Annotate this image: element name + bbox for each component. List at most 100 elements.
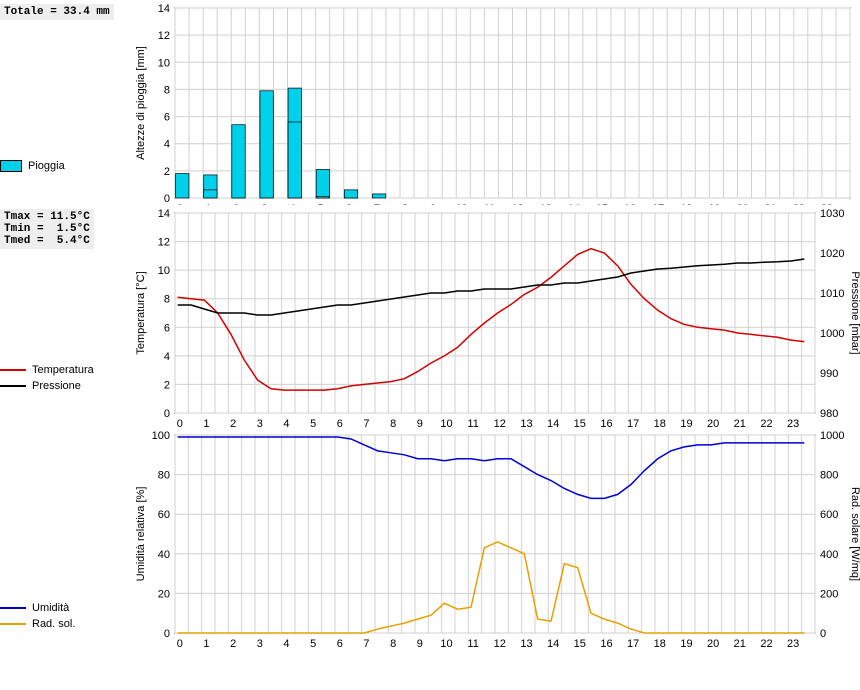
- svg-text:13: 13: [520, 638, 532, 650]
- svg-text:20: 20: [158, 588, 170, 600]
- svg-text:Rad. solare [W/mq]: Rad. solare [W/mq]: [849, 487, 860, 581]
- rain-total-box: Totale = 33.4 mm: [0, 4, 114, 20]
- svg-text:12: 12: [494, 418, 506, 430]
- svg-text:990: 990: [820, 368, 838, 380]
- svg-text:60: 60: [158, 509, 170, 521]
- svg-text:600: 600: [820, 509, 838, 521]
- svg-text:12: 12: [494, 638, 506, 650]
- svg-text:18: 18: [654, 418, 666, 430]
- svg-text:2: 2: [164, 166, 170, 178]
- legend-line: [0, 607, 26, 609]
- svg-text:7: 7: [363, 638, 369, 650]
- svg-text:16: 16: [600, 638, 612, 650]
- svg-text:1010: 1010: [820, 288, 844, 300]
- svg-text:7: 7: [363, 418, 369, 430]
- legend-line: [0, 369, 26, 371]
- svg-text:10: 10: [158, 265, 170, 277]
- svg-text:Umidità relativa [%]: Umidità relativa [%]: [135, 487, 147, 582]
- panel-rain: Totale = 33.4 mm Pioggia 012345678910111…: [0, 0, 860, 205]
- svg-text:80: 80: [158, 470, 170, 482]
- svg-text:8: 8: [390, 418, 396, 430]
- panel-temp-press: Tmax = 11.5°C Tmin = 1.5°C Tmed = 5.4°C …: [0, 205, 860, 430]
- svg-text:8: 8: [390, 638, 396, 650]
- svg-text:11: 11: [467, 638, 478, 650]
- svg-text:200: 200: [820, 588, 838, 600]
- svg-text:1000: 1000: [820, 328, 844, 340]
- temp-stats-box: Tmax = 11.5°C Tmin = 1.5°C Tmed = 5.4°C: [0, 209, 94, 249]
- svg-text:19: 19: [680, 638, 692, 650]
- legend-rain-label: Pioggia: [28, 160, 65, 172]
- legend-item: Temperatura: [0, 364, 130, 376]
- svg-text:6: 6: [164, 322, 170, 334]
- svg-text:Altezze di pioggia [mm]: Altezze di pioggia [mm]: [135, 46, 147, 160]
- legend-item: Rad. sol.: [0, 618, 130, 630]
- svg-text:1: 1: [203, 418, 209, 430]
- svg-text:16: 16: [600, 418, 612, 430]
- svg-text:12: 12: [158, 30, 170, 42]
- svg-text:8: 8: [164, 84, 170, 96]
- svg-text:9: 9: [417, 418, 423, 430]
- svg-text:21: 21: [734, 638, 746, 650]
- legend-item: Umidità: [0, 602, 130, 614]
- svg-text:2: 2: [164, 379, 170, 391]
- svg-text:20: 20: [707, 638, 719, 650]
- svg-text:1000: 1000: [820, 430, 844, 442]
- svg-text:Temperatura [°C]: Temperatura [°C]: [135, 271, 147, 354]
- svg-text:22: 22: [760, 638, 772, 650]
- svg-text:4: 4: [164, 139, 170, 151]
- svg-text:980: 980: [820, 408, 838, 420]
- svg-text:100: 100: [152, 430, 170, 442]
- svg-text:20: 20: [707, 418, 719, 430]
- svg-text:10: 10: [440, 418, 452, 430]
- svg-text:8: 8: [164, 294, 170, 306]
- svg-text:14: 14: [158, 208, 170, 220]
- svg-text:0: 0: [164, 193, 170, 205]
- svg-text:5: 5: [310, 418, 316, 430]
- svg-text:17: 17: [627, 638, 639, 650]
- legend-label: Temperatura: [32, 364, 94, 376]
- svg-text:10: 10: [440, 638, 452, 650]
- svg-text:1: 1: [203, 638, 209, 650]
- svg-text:14: 14: [547, 638, 559, 650]
- svg-text:17: 17: [627, 418, 639, 430]
- svg-text:23: 23: [787, 418, 799, 430]
- svg-text:4: 4: [164, 351, 170, 363]
- svg-text:1030: 1030: [820, 208, 844, 220]
- legend-rain: Pioggia: [0, 160, 130, 172]
- svg-text:0: 0: [177, 418, 183, 430]
- chart-hum-rad: 0123456789101112131415161718192021222302…: [130, 430, 860, 650]
- svg-text:0: 0: [177, 638, 183, 650]
- svg-text:400: 400: [820, 549, 838, 561]
- svg-text:10: 10: [158, 57, 170, 69]
- panel3-legend: Umidità Rad. sol.: [0, 602, 130, 630]
- svg-text:2: 2: [230, 418, 236, 430]
- svg-text:4: 4: [283, 638, 289, 650]
- panel2-legend: Temperatura Pressione: [0, 364, 130, 392]
- svg-text:6: 6: [164, 112, 170, 124]
- chart-rain: 0123456789101112131415161718192021222302…: [130, 0, 860, 205]
- svg-text:15: 15: [574, 418, 586, 430]
- svg-text:12: 12: [158, 237, 170, 249]
- legend-line: [0, 623, 26, 625]
- svg-text:13: 13: [520, 418, 532, 430]
- svg-text:14: 14: [547, 418, 559, 430]
- panel1-legend: Pioggia: [0, 160, 130, 172]
- svg-text:6: 6: [337, 418, 343, 430]
- svg-text:14: 14: [158, 3, 170, 15]
- svg-text:22: 22: [760, 418, 772, 430]
- legend-rain-swatch: [0, 160, 22, 172]
- svg-text:6: 6: [337, 638, 343, 650]
- svg-text:0: 0: [164, 408, 170, 420]
- svg-text:0: 0: [820, 628, 826, 640]
- svg-text:5: 5: [310, 638, 316, 650]
- legend-label: Pressione: [32, 380, 81, 392]
- svg-text:21: 21: [734, 418, 746, 430]
- svg-text:19: 19: [680, 418, 692, 430]
- panel-hum-rad: UmiditàRad. sol. 01234567891011121314151…: [0, 430, 860, 650]
- panel1-left: Totale = 33.4 mm Pioggia: [0, 0, 130, 205]
- svg-text:Pressione [mbar]: Pressione [mbar]: [849, 271, 860, 354]
- svg-text:800: 800: [820, 470, 838, 482]
- svg-text:3: 3: [257, 638, 263, 650]
- svg-text:23: 23: [787, 638, 799, 650]
- chart-temp-press: 0123456789101112131415161718192021222302…: [130, 205, 860, 430]
